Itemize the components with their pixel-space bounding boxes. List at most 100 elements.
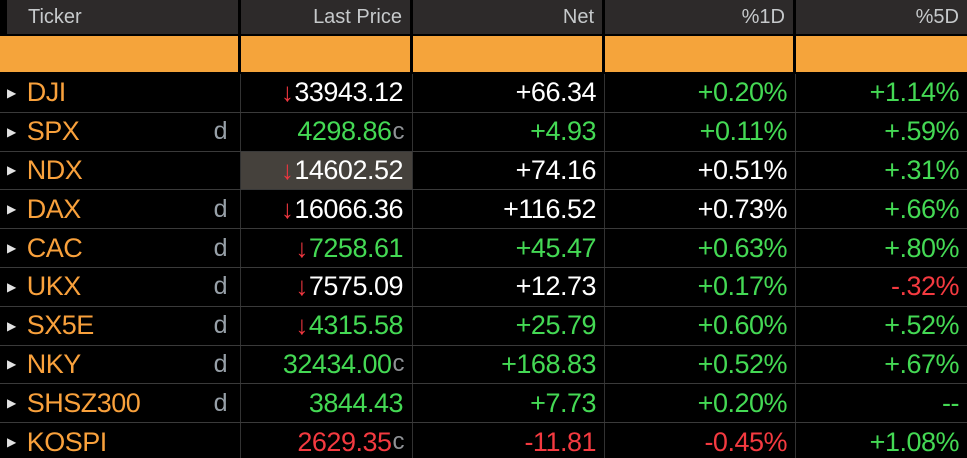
- filter-cell-pct5d[interactable]: [796, 36, 967, 72]
- net-cell[interactable]: +7.73: [413, 384, 605, 423]
- last-price-value: 16066.36: [294, 193, 403, 224]
- last-price-cell[interactable]: ↓ 14602.52: [241, 151, 413, 190]
- pct5d-cell[interactable]: +1.08%: [796, 423, 967, 458]
- pct5d-value: -.32%: [890, 271, 960, 302]
- pct5d-value: +.67%: [884, 348, 959, 379]
- pct5d-cell[interactable]: --: [796, 384, 967, 422]
- pct1d-cell[interactable]: +0.73%: [605, 190, 796, 229]
- row-expand-icon[interactable]: ▶: [7, 435, 16, 450]
- down-arrow-icon: ↓: [295, 232, 308, 263]
- pct5d-cell[interactable]: +1.14%: [796, 74, 967, 112]
- table-row[interactable]: ▶ DJI ↓ 33943.12 +66.34 +0.20% +1.14%: [0, 74, 967, 113]
- pct1d-cell[interactable]: +0.11%: [605, 112, 796, 151]
- net-cell[interactable]: +116.52: [413, 190, 605, 229]
- ticker-cell[interactable]: ▶ DJI: [0, 74, 241, 112]
- ticker-cell[interactable]: ▶ KOSPI: [0, 423, 241, 458]
- net-cell[interactable]: +74.16: [413, 151, 605, 190]
- filter-cell-ticker[interactable]: [0, 36, 241, 72]
- ticker-cell[interactable]: ▶ DAX d: [0, 190, 241, 229]
- last-price-cell[interactable]: ↓ 7575.09: [241, 267, 413, 306]
- table-row[interactable]: ▶ UKX d ↓ 7575.09 +12.73 +0.17% -.32%: [0, 267, 967, 307]
- net-cell[interactable]: +12.73: [413, 267, 605, 306]
- row-expand-icon[interactable]: ▶: [7, 124, 16, 139]
- last-price-cell[interactable]: 32434.00 c: [241, 345, 413, 384]
- net-value: +7.73: [530, 387, 596, 418]
- last-price-cell[interactable]: 2629.35 c: [241, 423, 413, 458]
- row-expand-icon[interactable]: ▶: [7, 357, 16, 372]
- filter-cell-pct1d[interactable]: [605, 36, 796, 72]
- pct1d-cell[interactable]: +0.20%: [605, 384, 796, 423]
- ticker-cell[interactable]: ▶ UKX d: [0, 267, 241, 306]
- ticker-cell[interactable]: ▶ SX5E d: [0, 306, 241, 345]
- net-cell[interactable]: +168.83: [413, 345, 605, 384]
- ticker-cell[interactable]: ▶ SPX d: [0, 112, 241, 151]
- table-row[interactable]: ▶ NKY d 32434.00 c +168.83 +0.52% +.67%: [0, 345, 967, 385]
- net-cell[interactable]: +4.93: [413, 112, 605, 151]
- pct5d-cell[interactable]: +.66%: [796, 190, 967, 228]
- pct1d-value: -0.45%: [704, 426, 787, 457]
- pct5d-cell[interactable]: +.52%: [796, 307, 967, 345]
- row-expand-icon[interactable]: ▶: [7, 318, 16, 333]
- pct5d-cell[interactable]: +.59%: [796, 113, 967, 151]
- last-price-cell[interactable]: 4298.86 c: [241, 112, 413, 151]
- session-indicator: d: [213, 349, 228, 378]
- pct5d-cell[interactable]: -.32%: [796, 268, 967, 306]
- pct5d-cell[interactable]: +.31%: [796, 152, 967, 190]
- net-cell[interactable]: +45.47: [413, 229, 605, 267]
- ticker-cell[interactable]: ▶ NKY d: [0, 345, 241, 384]
- pct5d-value: +1.14%: [869, 77, 960, 108]
- pct1d-cell[interactable]: +0.17%: [605, 267, 796, 306]
- row-expand-icon[interactable]: ▶: [7, 396, 16, 411]
- row-expand-icon[interactable]: ▶: [7, 279, 16, 294]
- table-row[interactable]: ▶ SHSZ300 d 3844.43 +7.73 +0.20% --: [0, 384, 967, 424]
- column-header-pct5d[interactable]: %5D: [796, 0, 967, 34]
- pct5d-value: +.52%: [884, 310, 959, 341]
- down-arrow-icon: ↓: [295, 271, 308, 302]
- pct5d-cell[interactable]: +.80%: [796, 229, 967, 267]
- pct1d-value: +0.52%: [697, 348, 788, 379]
- row-expand-icon[interactable]: ▶: [7, 85, 16, 100]
- net-cell[interactable]: +25.79: [413, 306, 605, 345]
- ticker-cell[interactable]: ▶ CAC d: [0, 229, 241, 267]
- table-row[interactable]: ▶ KOSPI 2629.35 c -11.81 -0.45% +1.08%: [0, 423, 967, 458]
- net-cell[interactable]: -11.81: [413, 423, 605, 458]
- row-expand-icon[interactable]: ▶: [7, 241, 16, 256]
- pct1d-cell[interactable]: +0.20%: [605, 74, 796, 112]
- column-header-last-price[interactable]: Last Price: [241, 0, 413, 34]
- row-expand-icon[interactable]: ▶: [7, 202, 16, 217]
- last-price-value: 7575.09: [308, 271, 404, 302]
- pct1d-value: +0.20%: [697, 77, 788, 108]
- last-price-cell[interactable]: ↓ 33943.12: [241, 74, 413, 112]
- net-value: -11.81: [524, 426, 596, 457]
- table-row[interactable]: ▶ CAC d ↓ 7258.61 +45.47 +0.63% +.80%: [0, 229, 967, 268]
- pct5d-cell[interactable]: +.67%: [796, 346, 967, 384]
- column-header-ticker[interactable]: Ticker: [0, 0, 241, 34]
- close-indicator: c: [392, 117, 405, 145]
- ticker-cell[interactable]: ▶ SHSZ300 d: [0, 384, 241, 423]
- filter-cell-last-price[interactable]: [241, 36, 413, 72]
- last-price-cell[interactable]: ↓ 4315.58: [241, 306, 413, 345]
- filter-cell-net[interactable]: [413, 36, 605, 72]
- pct1d-value: +0.11%: [699, 116, 788, 147]
- column-header-pct1d[interactable]: %1D: [605, 0, 796, 34]
- row-expand-icon[interactable]: ▶: [7, 163, 16, 178]
- column-header-net[interactable]: Net: [413, 0, 605, 34]
- pct1d-cell[interactable]: +0.63%: [605, 229, 796, 267]
- ticker-cell[interactable]: ▶ NDX: [0, 151, 241, 190]
- pct1d-cell[interactable]: +0.51%: [605, 151, 796, 190]
- pct1d-cell[interactable]: -0.45%: [605, 423, 796, 458]
- last-price-cell[interactable]: ↓ 16066.36: [241, 190, 413, 229]
- net-value: +116.52: [503, 193, 596, 224]
- pct5d-value: +.31%: [884, 154, 959, 185]
- last-price-cell[interactable]: ↓ 7258.61: [241, 229, 413, 267]
- table-row[interactable]: ▶ SX5E d ↓ 4315.58 +25.79 +0.60% +.52%: [0, 306, 967, 346]
- pct5d-value: --: [942, 387, 959, 418]
- pct1d-cell[interactable]: +0.52%: [605, 345, 796, 384]
- table-row[interactable]: ▶ DAX d ↓ 16066.36 +116.52 +0.73% +.66%: [0, 190, 967, 230]
- pct1d-cell[interactable]: +0.60%: [605, 306, 796, 345]
- table-row[interactable]: ▶ NDX ↓ 14602.52 +74.16 +0.51% +.31%: [0, 151, 967, 191]
- down-arrow-icon: ↓: [280, 77, 294, 108]
- table-row[interactable]: ▶ SPX d 4298.86 c +4.93 +0.11% +.59%: [0, 112, 967, 152]
- net-cell[interactable]: +66.34: [413, 74, 605, 112]
- last-price-cell[interactable]: 3844.43: [241, 384, 413, 423]
